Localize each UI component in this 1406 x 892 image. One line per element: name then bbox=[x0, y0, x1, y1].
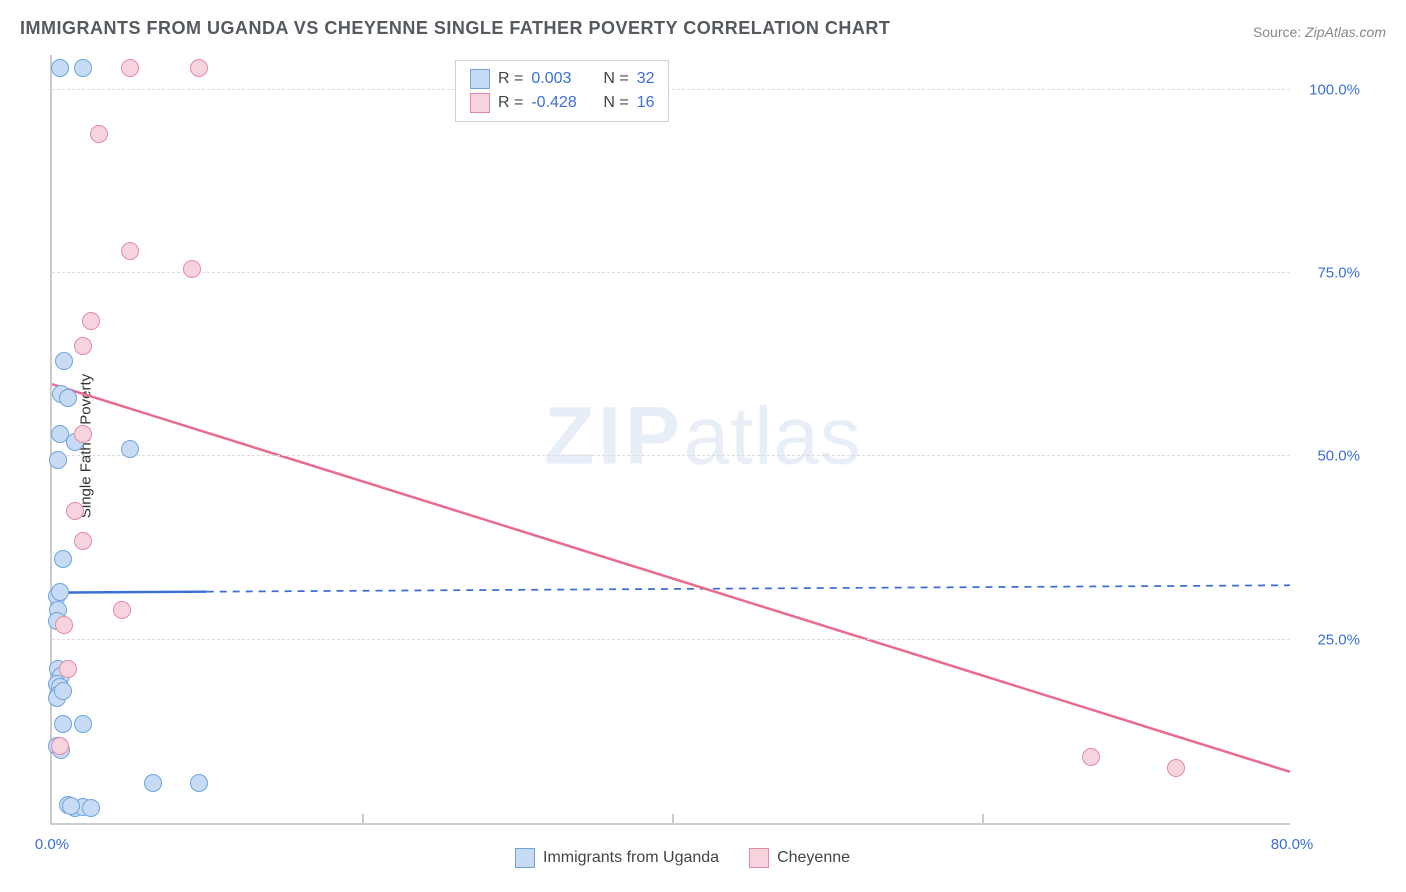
x-tick-label: 80.0% bbox=[1271, 836, 1314, 853]
legend-n-value: 32 bbox=[637, 67, 655, 91]
data-point bbox=[74, 425, 92, 443]
legend-n-value: 16 bbox=[637, 91, 655, 115]
chart-container: IMMIGRANTS FROM UGANDA VS CHEYENNE SINGL… bbox=[0, 0, 1406, 892]
legend-r-value: 0.003 bbox=[531, 67, 595, 91]
data-point bbox=[1082, 748, 1100, 766]
data-point bbox=[144, 774, 162, 792]
trend-line-solid bbox=[52, 384, 1290, 772]
y-tick-label: 75.0% bbox=[1300, 265, 1360, 282]
gridline bbox=[52, 272, 1290, 273]
data-point bbox=[55, 352, 73, 370]
x-tick-mark bbox=[362, 814, 364, 824]
data-point bbox=[74, 337, 92, 355]
data-point bbox=[54, 715, 72, 733]
trend-line-dashed bbox=[207, 585, 1290, 591]
data-point bbox=[66, 502, 84, 520]
trend-lines-layer bbox=[52, 55, 1290, 823]
legend-swatch bbox=[470, 69, 490, 89]
x-tick-mark bbox=[982, 814, 984, 824]
legend-series-name: Cheyenne bbox=[777, 849, 850, 867]
data-point bbox=[59, 389, 77, 407]
y-tick-label: 25.0% bbox=[1300, 631, 1360, 648]
data-point bbox=[55, 616, 73, 634]
gridline bbox=[52, 89, 1290, 90]
data-point bbox=[82, 799, 100, 817]
legend-item: Immigrants from Uganda bbox=[515, 848, 719, 868]
correlation-legend: R = 0.003 N = 32 R = -0.428 N = 16 bbox=[455, 60, 669, 122]
legend-row: R = 0.003 N = 32 bbox=[470, 67, 654, 91]
gridline bbox=[52, 455, 1290, 456]
data-point bbox=[121, 242, 139, 260]
gridline bbox=[52, 639, 1290, 640]
y-tick-label: 50.0% bbox=[1300, 448, 1360, 465]
source-value: ZipAtlas.com bbox=[1305, 24, 1386, 40]
legend-swatch bbox=[515, 848, 535, 868]
data-point bbox=[62, 797, 80, 815]
legend-swatch bbox=[470, 93, 490, 113]
legend-n-label: N = bbox=[603, 91, 628, 115]
data-point bbox=[74, 715, 92, 733]
data-point bbox=[54, 682, 72, 700]
chart-title: IMMIGRANTS FROM UGANDA VS CHEYENNE SINGL… bbox=[20, 18, 890, 39]
legend-series-name: Immigrants from Uganda bbox=[543, 849, 719, 867]
data-point bbox=[183, 260, 201, 278]
data-point bbox=[1167, 759, 1185, 777]
series-legend: Immigrants from Uganda Cheyenne bbox=[515, 848, 850, 868]
legend-r-label: R = bbox=[498, 67, 523, 91]
y-tick-label: 100.0% bbox=[1300, 81, 1360, 98]
legend-swatch bbox=[749, 848, 769, 868]
data-point bbox=[51, 583, 69, 601]
data-point bbox=[121, 59, 139, 77]
data-point bbox=[90, 125, 108, 143]
legend-item: Cheyenne bbox=[749, 848, 850, 868]
data-point bbox=[59, 660, 77, 678]
legend-n-label: N = bbox=[603, 67, 628, 91]
legend-r-value: -0.428 bbox=[531, 91, 595, 115]
data-point bbox=[113, 601, 131, 619]
data-point bbox=[190, 774, 208, 792]
data-point bbox=[51, 737, 69, 755]
x-tick-mark bbox=[672, 814, 674, 824]
legend-r-label: R = bbox=[498, 91, 523, 115]
source-label: Source: bbox=[1253, 24, 1301, 40]
x-tick-label: 0.0% bbox=[35, 836, 69, 853]
legend-row: R = -0.428 N = 16 bbox=[470, 91, 654, 115]
trend-line-solid bbox=[52, 592, 207, 593]
data-point bbox=[54, 550, 72, 568]
data-point bbox=[190, 59, 208, 77]
plot-area: 25.0%50.0%75.0%100.0%0.0%80.0% bbox=[50, 55, 1290, 825]
data-point bbox=[49, 451, 67, 469]
data-point bbox=[82, 312, 100, 330]
data-point bbox=[74, 532, 92, 550]
data-point bbox=[51, 59, 69, 77]
source-attribution: Source: ZipAtlas.com bbox=[1253, 24, 1386, 40]
data-point bbox=[121, 440, 139, 458]
data-point bbox=[74, 59, 92, 77]
